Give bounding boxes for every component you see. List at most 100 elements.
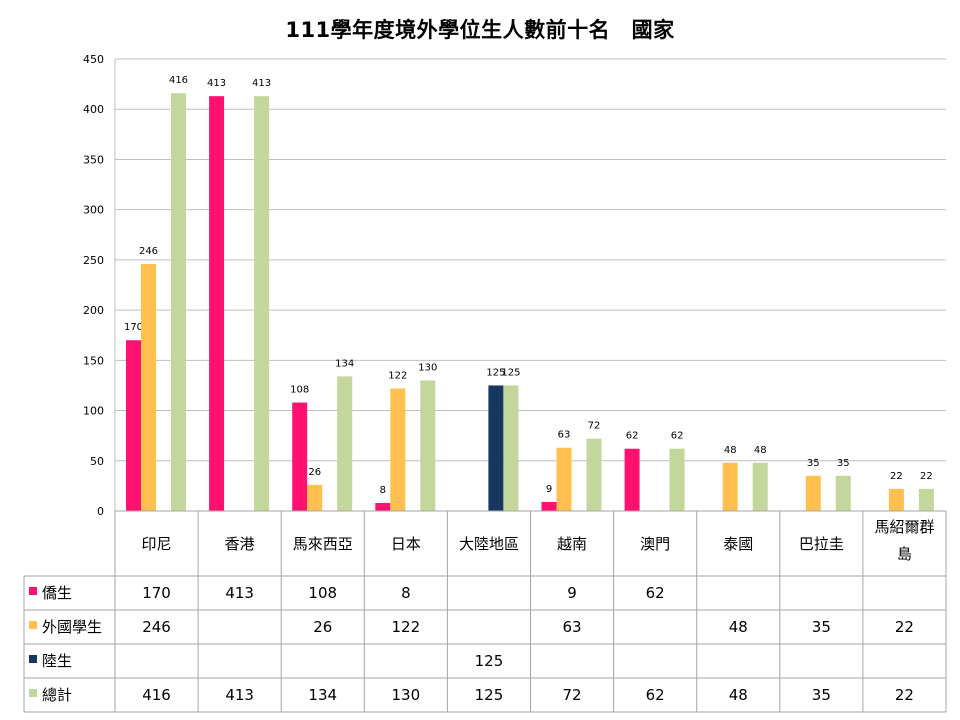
bar <box>503 385 519 511</box>
table-cell: 26 <box>313 618 332 636</box>
table-cell: 122 <box>392 618 421 636</box>
data-label: 35 <box>837 458 850 469</box>
legend-label: 總計 <box>42 686 72 704</box>
table-cell: 72 <box>563 686 582 704</box>
table-cell: 62 <box>646 686 665 704</box>
table-cell: 108 <box>308 584 337 602</box>
category-label: 澳門 <box>640 535 670 553</box>
data-label: 416 <box>169 75 188 86</box>
bar <box>805 475 821 511</box>
category-label: 印尼 <box>142 535 172 553</box>
table-cell: 9 <box>567 584 577 602</box>
legend-label: 僑生 <box>42 584 72 602</box>
bar <box>420 380 436 511</box>
category-label: 越南 <box>557 535 587 553</box>
bar <box>254 96 270 512</box>
data-label: 130 <box>418 362 437 373</box>
legend-label: 外國學生 <box>42 618 102 636</box>
data-label: 62 <box>626 431 639 442</box>
table-cell: 134 <box>308 686 337 704</box>
category-label: 島 <box>897 545 912 563</box>
legend-key <box>29 621 37 629</box>
y-tick-label: 300 <box>83 204 104 217</box>
data-label: 62 <box>671 431 684 442</box>
legend-key <box>29 655 37 663</box>
bar <box>292 402 308 511</box>
bar <box>307 484 323 511</box>
y-tick-label: 450 <box>83 53 104 66</box>
data-label: 48 <box>724 445 737 456</box>
table-cell: 130 <box>392 686 421 704</box>
bar <box>126 340 141 511</box>
y-tick-label: 350 <box>83 153 104 166</box>
data-label: 8 <box>380 485 386 496</box>
chart-title: 111學年度境外學位生人數前十名 國家 <box>285 18 675 42</box>
legend-key <box>29 689 37 697</box>
y-tick-label: 400 <box>83 103 104 116</box>
table-cell: 413 <box>225 584 254 602</box>
category-label: 泰國 <box>723 535 753 553</box>
data-label: 125 <box>501 367 520 378</box>
category-label: 馬來西亞 <box>293 535 353 553</box>
table-cell: 416 <box>142 686 171 704</box>
data-label: 122 <box>388 370 407 381</box>
bar <box>669 448 685 511</box>
table-cell: 22 <box>895 686 914 704</box>
table-cell: 35 <box>812 618 831 636</box>
legend-key <box>29 587 37 595</box>
data-label: 22 <box>920 471 933 482</box>
legend-label: 陸生 <box>42 652 72 670</box>
bar <box>835 475 851 511</box>
table-cell: 22 <box>895 618 914 636</box>
y-tick-label: 50 <box>90 455 104 468</box>
y-tick-label: 200 <box>83 304 104 317</box>
data-label: 72 <box>588 421 601 432</box>
data-label: 413 <box>207 78 226 89</box>
category-label: 大陸地區 <box>459 535 519 553</box>
bar <box>488 385 504 511</box>
data-label: 26 <box>308 467 321 478</box>
category-label: 日本 <box>391 535 421 553</box>
bar <box>375 502 391 511</box>
bar <box>541 501 557 511</box>
data-label: 9 <box>546 484 552 495</box>
data-label: 108 <box>290 385 309 396</box>
bar <box>888 488 904 511</box>
y-tick-label: 100 <box>83 405 104 418</box>
data-label: 246 <box>139 246 158 257</box>
table-cell: 8 <box>401 584 411 602</box>
bar <box>722 462 738 511</box>
table-cell: 62 <box>646 584 665 602</box>
table-cell: 63 <box>563 618 582 636</box>
table-cell: 246 <box>142 618 171 636</box>
category-label: 香港 <box>225 535 255 553</box>
bar <box>337 376 353 511</box>
table-cell: 413 <box>225 686 254 704</box>
data-label: 170 <box>124 322 143 333</box>
data-label: 413 <box>252 78 271 89</box>
table-cell: 125 <box>475 686 504 704</box>
data-label: 35 <box>807 458 820 469</box>
data-label: 125 <box>486 367 505 378</box>
y-tick-label: 150 <box>83 354 104 367</box>
bar <box>752 462 768 511</box>
table-cell: 48 <box>729 686 748 704</box>
bar <box>586 438 602 511</box>
bar <box>171 93 186 511</box>
category-label: 巴拉圭 <box>799 535 844 553</box>
table-cell: 35 <box>812 686 831 704</box>
data-label: 22 <box>890 471 903 482</box>
data-label: 63 <box>558 430 571 441</box>
table-cell: 125 <box>475 652 504 670</box>
bar <box>556 447 572 511</box>
table-cell: 170 <box>142 584 171 602</box>
data-label: 48 <box>754 445 767 456</box>
table-cell: 48 <box>729 618 748 636</box>
bar <box>209 96 225 512</box>
bar <box>390 388 406 511</box>
bar <box>918 488 934 511</box>
y-tick-label: 0 <box>97 505 104 518</box>
bar <box>624 448 640 511</box>
data-label: 134 <box>335 358 354 369</box>
